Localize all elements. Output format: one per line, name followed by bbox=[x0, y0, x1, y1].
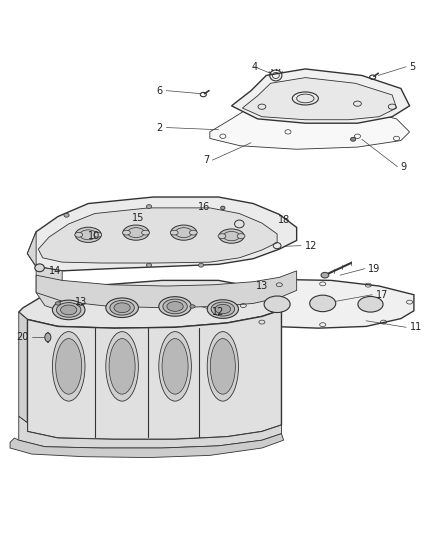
Ellipse shape bbox=[75, 227, 101, 243]
Ellipse shape bbox=[310, 295, 336, 312]
Polygon shape bbox=[210, 102, 409, 149]
Ellipse shape bbox=[35, 264, 45, 272]
Ellipse shape bbox=[142, 230, 149, 235]
Polygon shape bbox=[28, 310, 281, 439]
Ellipse shape bbox=[162, 338, 188, 394]
Ellipse shape bbox=[163, 299, 187, 314]
Ellipse shape bbox=[219, 229, 244, 243]
Ellipse shape bbox=[56, 303, 81, 317]
Ellipse shape bbox=[170, 230, 178, 235]
Ellipse shape bbox=[264, 296, 290, 312]
Text: 16: 16 bbox=[198, 202, 210, 212]
Ellipse shape bbox=[75, 232, 83, 237]
Polygon shape bbox=[28, 197, 297, 271]
Polygon shape bbox=[243, 78, 396, 120]
Ellipse shape bbox=[114, 303, 130, 313]
Text: 10: 10 bbox=[88, 231, 101, 241]
Ellipse shape bbox=[123, 225, 149, 240]
Polygon shape bbox=[36, 271, 297, 308]
Polygon shape bbox=[234, 279, 414, 328]
Ellipse shape bbox=[210, 338, 236, 394]
Ellipse shape bbox=[146, 205, 152, 208]
Ellipse shape bbox=[198, 263, 204, 267]
Ellipse shape bbox=[237, 233, 245, 238]
Ellipse shape bbox=[207, 300, 239, 318]
Ellipse shape bbox=[61, 305, 77, 315]
Text: 11: 11 bbox=[409, 322, 422, 332]
Ellipse shape bbox=[358, 296, 383, 312]
Text: 13: 13 bbox=[256, 281, 268, 291]
Text: 9: 9 bbox=[401, 161, 407, 172]
Ellipse shape bbox=[122, 230, 130, 235]
Polygon shape bbox=[19, 312, 28, 423]
Ellipse shape bbox=[221, 206, 225, 209]
Text: 4: 4 bbox=[251, 62, 257, 72]
Ellipse shape bbox=[159, 297, 191, 316]
Ellipse shape bbox=[207, 332, 239, 401]
Text: 2: 2 bbox=[157, 123, 163, 133]
Ellipse shape bbox=[350, 138, 356, 141]
Text: 15: 15 bbox=[132, 213, 145, 223]
Ellipse shape bbox=[218, 233, 226, 238]
Ellipse shape bbox=[190, 305, 195, 308]
Text: 5: 5 bbox=[409, 62, 416, 72]
Ellipse shape bbox=[146, 263, 152, 267]
Ellipse shape bbox=[171, 225, 197, 240]
Text: 13: 13 bbox=[75, 297, 87, 307]
Text: 14: 14 bbox=[49, 266, 61, 276]
Ellipse shape bbox=[94, 232, 102, 237]
Ellipse shape bbox=[52, 300, 85, 320]
Ellipse shape bbox=[45, 333, 51, 342]
Ellipse shape bbox=[321, 272, 329, 278]
Text: 12: 12 bbox=[212, 307, 225, 317]
Ellipse shape bbox=[159, 332, 191, 401]
Ellipse shape bbox=[167, 302, 183, 311]
Polygon shape bbox=[10, 434, 284, 457]
Polygon shape bbox=[28, 232, 62, 310]
Text: 17: 17 bbox=[376, 290, 388, 300]
Ellipse shape bbox=[64, 213, 69, 217]
Ellipse shape bbox=[215, 304, 231, 314]
Text: 19: 19 bbox=[368, 264, 381, 273]
Ellipse shape bbox=[106, 298, 139, 318]
Polygon shape bbox=[38, 208, 277, 263]
Text: 12: 12 bbox=[305, 241, 317, 251]
Polygon shape bbox=[19, 280, 284, 328]
Ellipse shape bbox=[55, 338, 82, 394]
Ellipse shape bbox=[52, 332, 85, 401]
Ellipse shape bbox=[211, 302, 235, 316]
Ellipse shape bbox=[77, 303, 82, 306]
Text: 20: 20 bbox=[16, 332, 28, 342]
Polygon shape bbox=[19, 416, 281, 448]
Ellipse shape bbox=[110, 301, 134, 315]
Ellipse shape bbox=[189, 230, 197, 235]
Text: 6: 6 bbox=[157, 86, 163, 95]
Text: 7: 7 bbox=[203, 155, 209, 165]
Text: 18: 18 bbox=[278, 215, 290, 224]
Ellipse shape bbox=[109, 338, 135, 394]
Ellipse shape bbox=[106, 332, 139, 401]
Polygon shape bbox=[232, 69, 409, 123]
Ellipse shape bbox=[55, 302, 60, 305]
